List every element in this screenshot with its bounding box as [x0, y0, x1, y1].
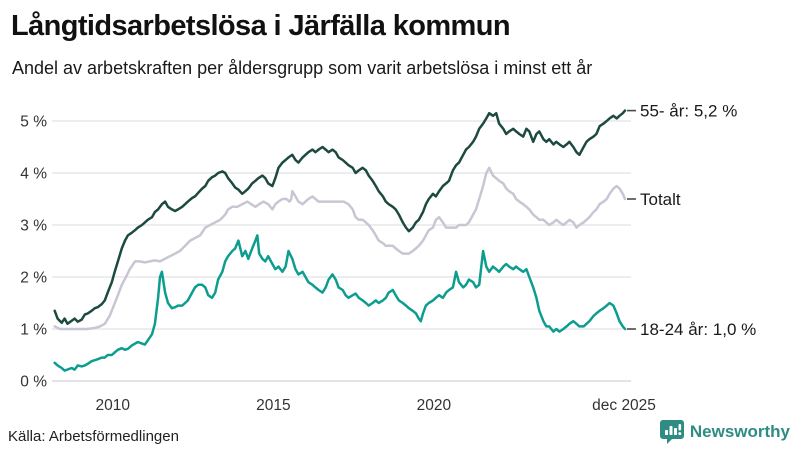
y-tick-label: 0 % [20, 374, 47, 391]
x-tick-label: 2020 [417, 397, 452, 414]
page-subtitle: Andel av arbetskraften per åldersgrupp s… [12, 58, 593, 78]
y-tick-label: 4 % [20, 166, 47, 183]
series-end-label: 55- år: 5,2 % [640, 102, 737, 121]
y-tick-label: 1 % [20, 322, 47, 339]
newsworthy-brand[interactable]: Newsworthy [659, 419, 790, 445]
y-tick-label: 3 % [20, 218, 47, 235]
y-tick-label: 2 % [20, 270, 47, 287]
newsworthy-chart-bubble-icon [659, 420, 684, 444]
page-title: Långtidsarbetslösa i Järfälla kommun [11, 10, 511, 42]
series-line-18-24r [53, 234, 627, 372]
source-note: Källa: Arbetsförmedlingen [8, 428, 179, 445]
series-line-55-r [53, 109, 627, 326]
series-end-label: 18-24 år: 1,0 % [640, 320, 756, 339]
y-tick-label: 5 % [20, 114, 47, 131]
x-tick-label: 2010 [96, 397, 131, 414]
brand-name: Newsworthy [689, 422, 790, 441]
x-tick-label: dec 2025 [592, 397, 656, 414]
series-end-label: Totalt [640, 190, 681, 209]
x-tick-label: 2015 [256, 397, 290, 414]
series-line-Totalt [53, 166, 627, 331]
